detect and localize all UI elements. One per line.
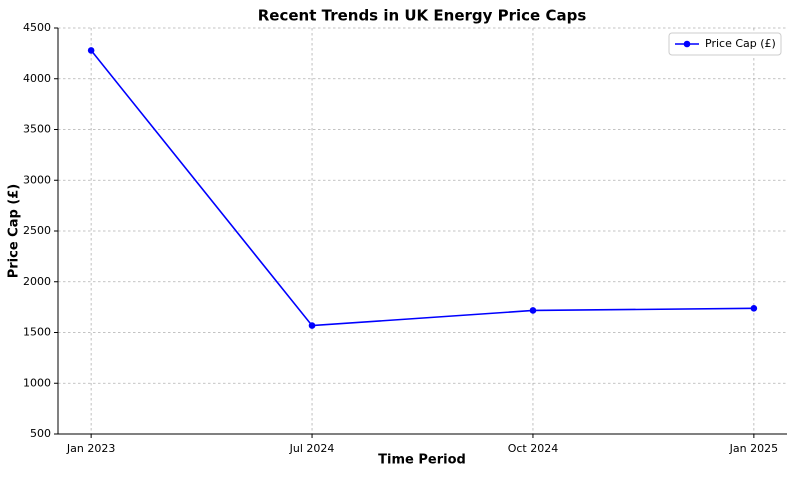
x-tick-label: Jul 2024 xyxy=(289,442,335,455)
point xyxy=(529,307,537,314)
legend-marker xyxy=(683,40,691,48)
point xyxy=(308,322,316,329)
y-tick-label: 2500 xyxy=(23,224,51,237)
x-tick-label: Oct 2024 xyxy=(508,442,559,455)
y-tick-label: 2000 xyxy=(23,275,51,288)
y-tick-label: 4000 xyxy=(23,72,51,85)
axes-frame xyxy=(57,28,787,435)
x-tick-label: Jan 2025 xyxy=(729,442,778,455)
legend-box xyxy=(668,32,782,56)
chart-title: Recent Trends in UK Energy Price Caps xyxy=(258,7,587,25)
point xyxy=(750,305,758,312)
point xyxy=(87,47,95,54)
legend: Price Cap (£) xyxy=(668,32,782,56)
y-tick-label: 1000 xyxy=(23,376,51,389)
y-axis-label: Price Cap (£) xyxy=(7,184,22,279)
y-tick-label: 500 xyxy=(30,427,51,440)
y-tick-label: 4500 xyxy=(23,21,51,34)
x-tick-label: Jan 2023 xyxy=(66,442,115,455)
y-tick-label: 3500 xyxy=(23,123,51,136)
legend-label: Price Cap (£) xyxy=(705,37,776,50)
y-tick-label: 1500 xyxy=(23,326,51,339)
series-line xyxy=(90,49,754,327)
y-tick-label: 3000 xyxy=(23,173,51,186)
x-axis-label: Time Period xyxy=(378,453,466,468)
